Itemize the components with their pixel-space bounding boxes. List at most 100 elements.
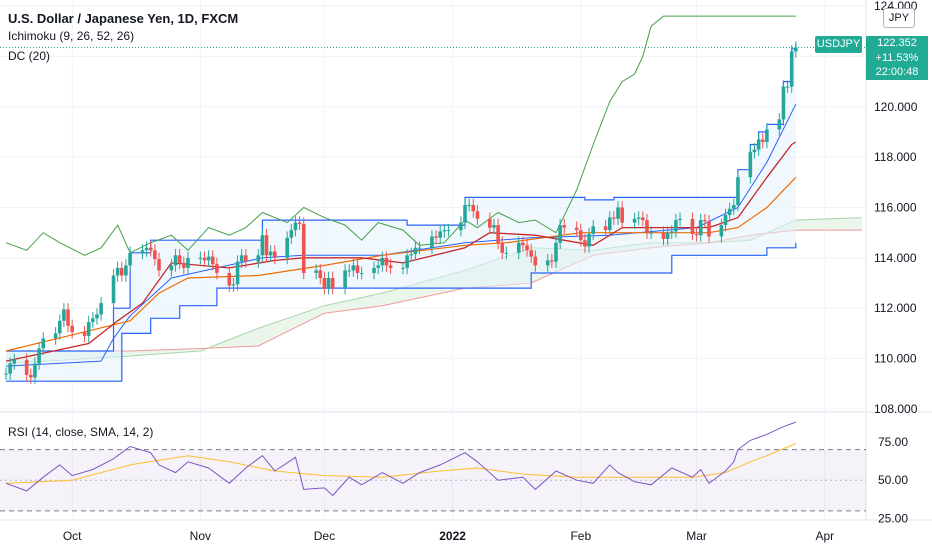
candle[interactable] [388, 265, 393, 268]
candle[interactable] [326, 277, 331, 289]
candle[interactable] [272, 251, 277, 258]
candle[interactable] [12, 359, 17, 364]
candle[interactable] [29, 374, 33, 378]
candle[interactable] [177, 255, 182, 263]
candle[interactable] [231, 284, 236, 286]
candle[interactable] [574, 227, 579, 231]
candle[interactable] [202, 257, 207, 261]
candle[interactable] [661, 232, 666, 239]
candle[interactable] [99, 303, 103, 315]
candle[interactable] [124, 265, 128, 276]
candle[interactable] [210, 256, 215, 265]
candle[interactable] [760, 139, 765, 143]
candle[interactable] [24, 359, 29, 375]
candle[interactable] [86, 322, 91, 336]
candle[interactable] [343, 270, 347, 289]
candle[interactable] [41, 338, 46, 349]
candle[interactable] [500, 242, 505, 253]
candle[interactable] [612, 217, 616, 219]
candle[interactable] [297, 222, 302, 224]
candle[interactable] [301, 223, 306, 273]
candle[interactable] [62, 309, 66, 321]
candle[interactable] [355, 265, 360, 273]
candle[interactable] [777, 119, 782, 130]
candle[interactable] [173, 255, 178, 266]
candle[interactable] [727, 208, 732, 216]
candle[interactable] [70, 325, 74, 333]
candle[interactable] [289, 230, 294, 238]
candle[interactable] [794, 47, 798, 52]
candle[interactable] [66, 309, 70, 326]
candle[interactable] [616, 207, 620, 219]
candle[interactable] [119, 267, 124, 276]
candle[interactable] [256, 255, 261, 262]
candle[interactable] [603, 226, 608, 231]
candle[interactable] [148, 247, 153, 251]
ichimoku-legend[interactable]: Ichimoku (9, 26, 52, 26) [8, 29, 135, 43]
candle[interactable] [351, 265, 356, 271]
candle[interactable] [732, 204, 736, 209]
candle[interactable] [413, 247, 418, 255]
candle[interactable] [198, 257, 203, 259]
candle[interactable] [723, 215, 728, 226]
candle[interactable] [239, 255, 244, 262]
candle[interactable] [82, 332, 87, 336]
candle[interactable] [587, 233, 591, 247]
candle[interactable] [359, 272, 364, 274]
candle[interactable] [736, 177, 740, 205]
candle[interactable] [140, 250, 145, 253]
candle[interactable] [521, 242, 525, 246]
candle[interactable] [33, 363, 37, 378]
candle[interactable] [268, 251, 273, 256]
candle[interactable] [8, 363, 12, 374]
candle[interactable] [347, 270, 352, 272]
candle[interactable] [57, 320, 62, 334]
candle[interactable] [409, 254, 414, 256]
candle[interactable] [95, 314, 99, 319]
candle[interactable] [488, 218, 492, 228]
candle[interactable] [558, 225, 562, 243]
candle[interactable] [525, 245, 529, 251]
candle[interactable] [264, 235, 269, 256]
candle[interactable] [463, 204, 467, 223]
candle[interactable] [707, 221, 711, 237]
candle[interactable] [496, 225, 500, 243]
candle[interactable] [529, 250, 533, 257]
candle[interactable] [471, 204, 476, 212]
candle[interactable] [260, 235, 265, 256]
candle[interactable] [235, 261, 240, 285]
candle[interactable] [516, 242, 521, 253]
candle[interactable] [607, 217, 612, 231]
candle[interactable] [4, 373, 8, 375]
candle[interactable] [752, 149, 757, 153]
candle[interactable] [785, 86, 790, 88]
candle[interactable] [380, 257, 385, 266]
candle[interactable] [37, 348, 41, 364]
candle[interactable] [401, 267, 405, 269]
candle[interactable] [504, 252, 509, 254]
candle[interactable] [649, 232, 653, 234]
candle[interactable] [641, 217, 645, 221]
candle[interactable] [376, 265, 380, 268]
candle[interactable] [314, 270, 318, 273]
candle[interactable] [694, 233, 699, 236]
candle[interactable] [562, 225, 567, 228]
candle[interactable] [53, 333, 58, 339]
candle[interactable] [417, 247, 422, 249]
candle[interactable] [545, 260, 550, 266]
candle[interactable] [169, 265, 174, 271]
candle[interactable] [674, 220, 678, 232]
candle[interactable] [748, 152, 753, 178]
candle[interactable] [206, 256, 211, 261]
candle[interactable] [719, 225, 724, 237]
candle[interactable] [583, 240, 587, 247]
candle[interactable] [789, 51, 794, 87]
candle[interactable] [227, 272, 232, 286]
candle[interactable] [467, 204, 471, 206]
candle[interactable] [330, 277, 335, 289]
candle[interactable] [405, 255, 409, 268]
donchian-legend[interactable]: DC (20) [8, 49, 51, 63]
candle[interactable] [591, 226, 596, 234]
candle[interactable] [620, 207, 624, 223]
